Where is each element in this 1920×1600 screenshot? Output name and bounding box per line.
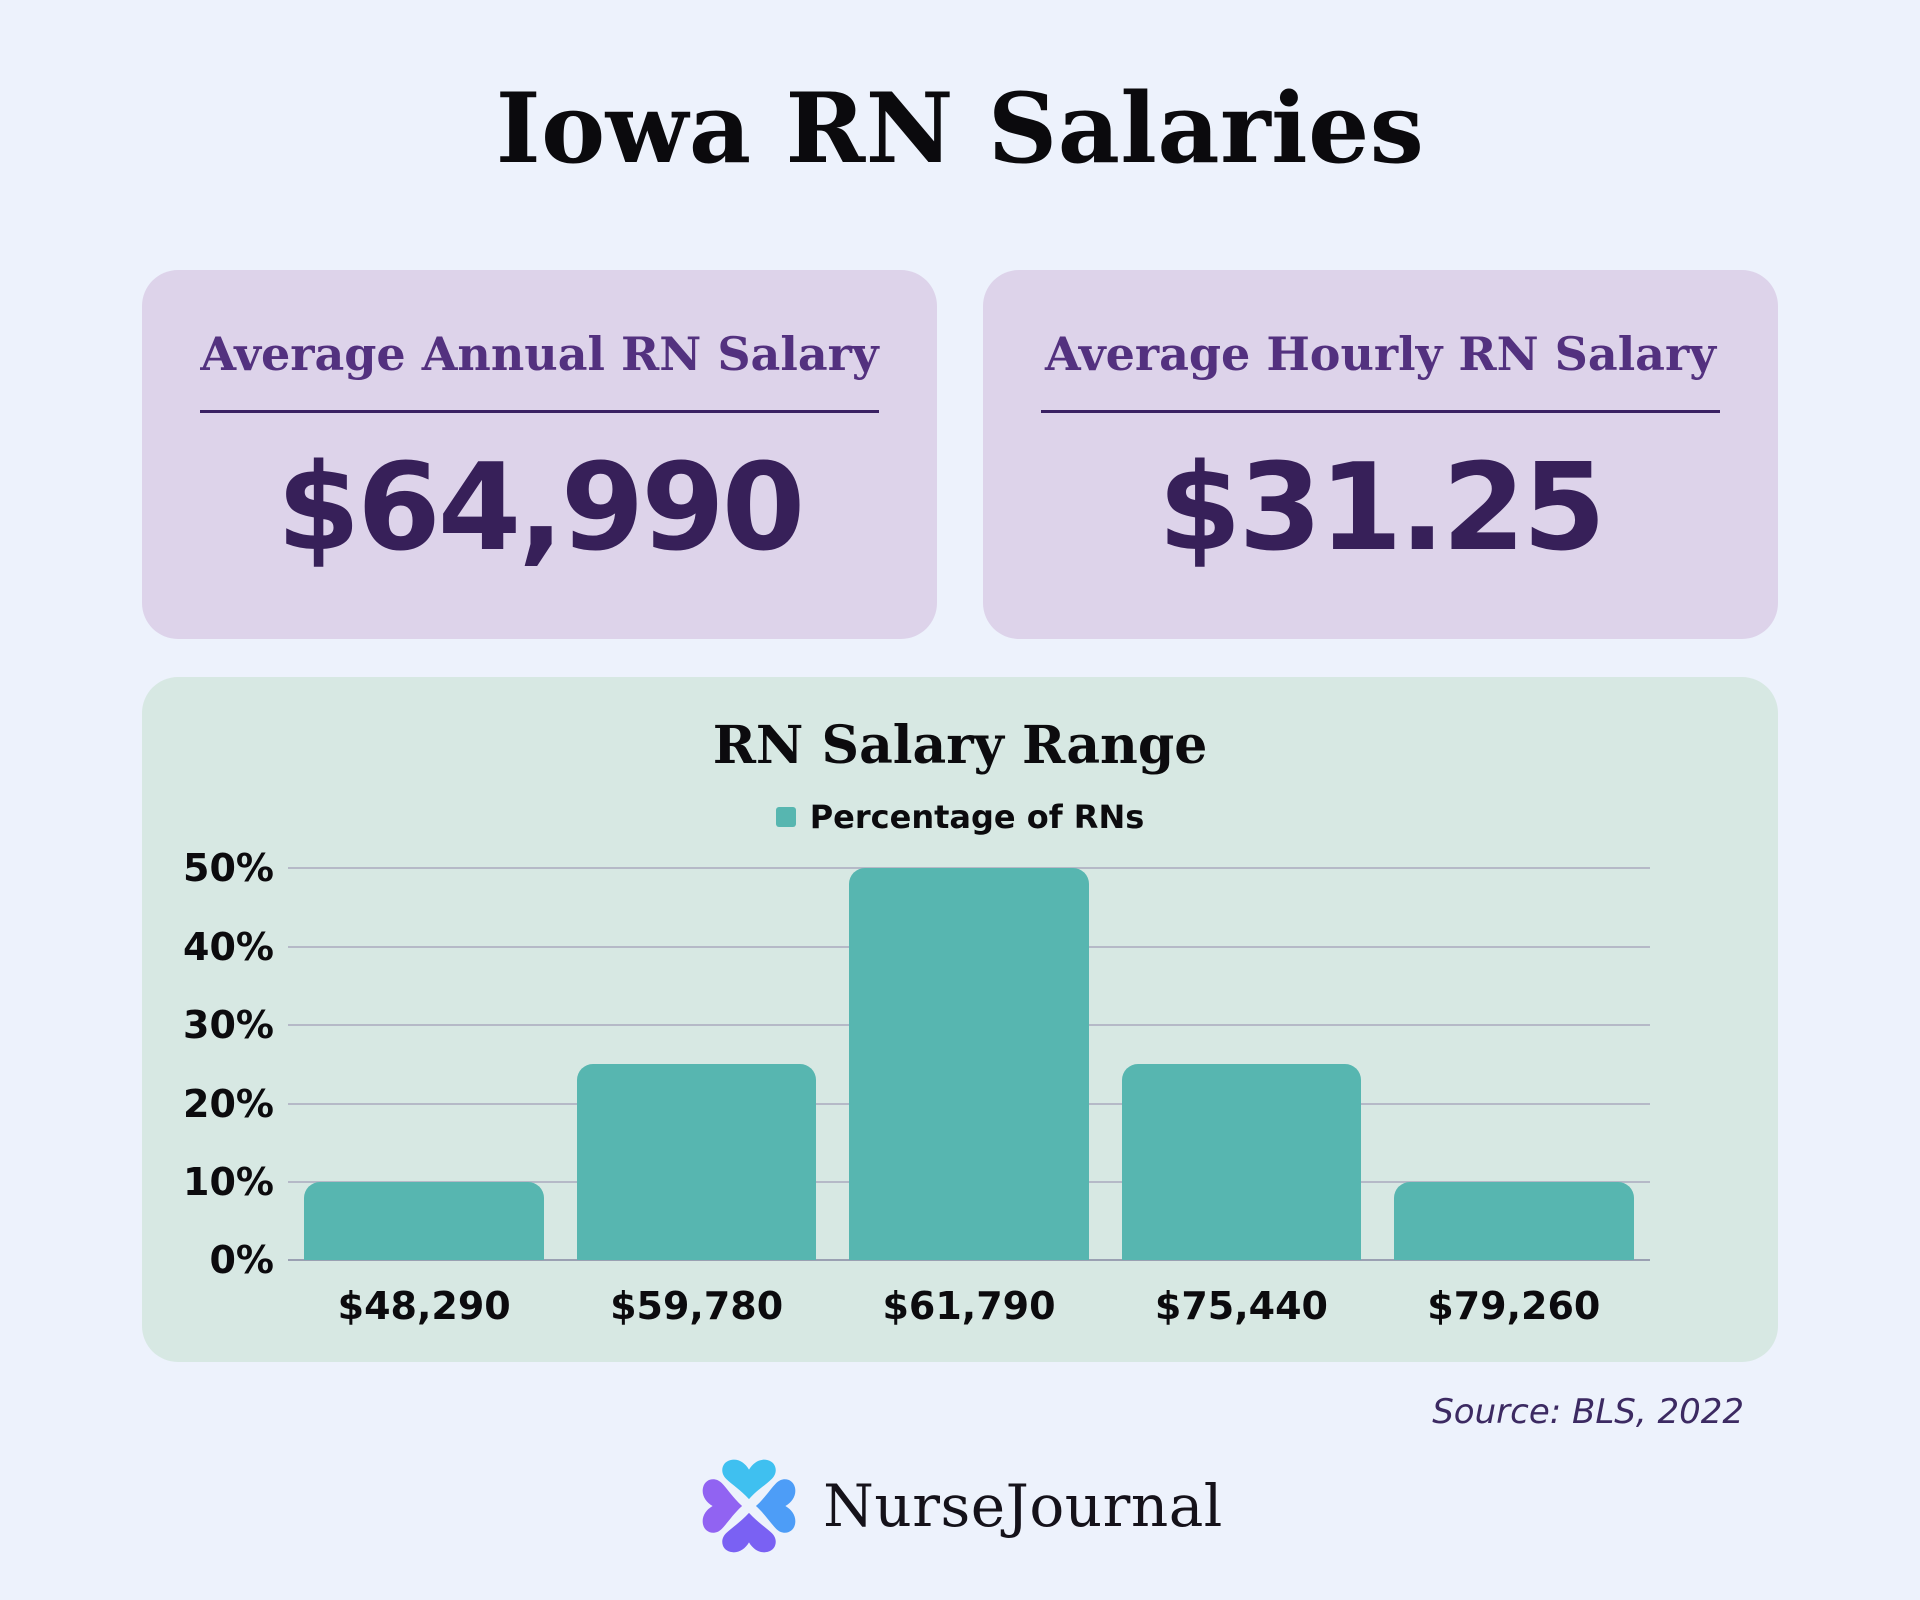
annual-salary-divider [200, 410, 879, 414]
logo-petal-left [702, 1479, 743, 1534]
y-tick-label-0: 0% [209, 1238, 274, 1283]
legend-label: Percentage of RNs [809, 798, 1145, 837]
legend-swatch-icon [775, 807, 796, 828]
source-attribution: Source: BLS, 2022 [1432, 1392, 1744, 1433]
plot-area [288, 867, 1650, 1262]
salary-range-chart-panel: RN Salary Range Percentage of RNs 0% 10% 2… [142, 677, 1778, 1363]
y-tick-label-50: 50% [183, 846, 274, 891]
gridline-0 [288, 1259, 1650, 1262]
brand-name: NurseJournal [823, 1472, 1223, 1541]
bars [288, 868, 1650, 1261]
y-tick-label-10: 10% [183, 1160, 274, 1205]
bar-slot [288, 868, 560, 1261]
bar-$79,260 [1393, 1182, 1634, 1261]
bar-$61,790 [849, 868, 1089, 1261]
nursejournal-logo: NurseJournal [0, 1454, 1920, 1558]
logo-petal-top [722, 1460, 776, 1500]
hourly-salary-label: Average Hourly RN Salary [1045, 326, 1716, 381]
annual-salary-label: Average Annual RN Salary [200, 326, 879, 381]
x-tick-label-$59,780: $59,780 [610, 1284, 784, 1329]
x-tick-label-$75,440: $75,440 [1154, 1284, 1328, 1329]
y-tick-label-40: 40% [183, 924, 274, 969]
x-tick-label-$61,790: $61,790 [882, 1284, 1056, 1329]
bar-$48,290 [304, 1182, 545, 1261]
bar-slot [1378, 868, 1650, 1261]
annual-salary-card: Average Annual RN Salary $64,990 [142, 269, 937, 640]
hourly-salary-value: $31.25 [1157, 439, 1606, 579]
annual-salary-value: $64,990 [276, 439, 806, 579]
chart-body: 0% 10% 20% 30% 40% 50% [176, 846, 1650, 1282]
page-title: Iowa RN Salaries [495, 72, 1425, 185]
x-tick-label-$79,260: $79,260 [1427, 1284, 1601, 1329]
bar-$75,440 [1121, 1064, 1362, 1261]
chart-title: RN Salary Range [712, 715, 1208, 777]
y-axis: 0% 10% 20% 30% 40% 50% [176, 846, 288, 1282]
x-axis: $48,290 $59,780 $61,790 $75,440 $79,260 [288, 1284, 1650, 1328]
bar-slot [833, 868, 1105, 1261]
hourly-salary-card: Average Hourly RN Salary $31.25 [983, 269, 1778, 640]
chart-legend: Percentage of RNs [142, 798, 1778, 836]
y-tick-label-20: 20% [183, 1081, 274, 1126]
hourly-salary-divider [1041, 410, 1720, 414]
bar-$59,780 [576, 1064, 817, 1261]
bar-slot [1105, 868, 1377, 1261]
bar-slot [560, 868, 832, 1261]
x-tick-label-$48,290: $48,290 [337, 1284, 511, 1329]
stat-cards-row: Average Annual RN Salary $64,990 Average… [142, 269, 1778, 640]
nursejournal-logo-icon [702, 1460, 796, 1553]
logo-petal-bottom [722, 1513, 776, 1553]
y-tick-label-30: 30% [183, 1003, 274, 1048]
logo-petal-right [756, 1479, 796, 1534]
